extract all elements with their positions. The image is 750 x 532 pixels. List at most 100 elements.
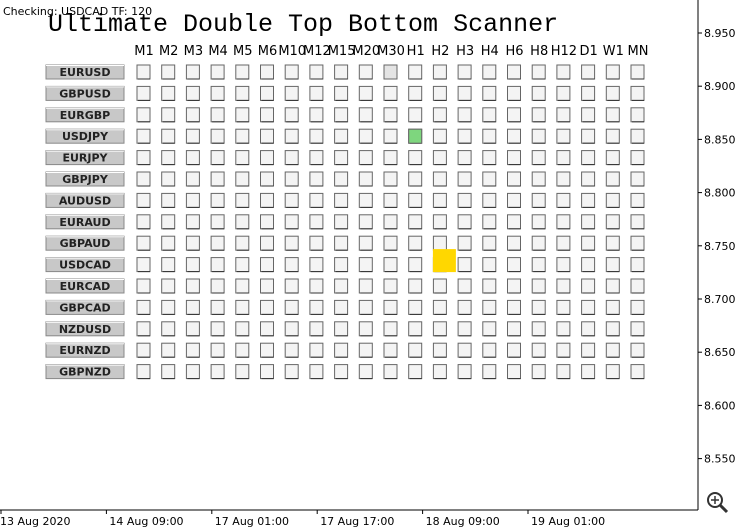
signal-cell[interactable]: [235, 192, 250, 208]
signal-cell[interactable]: [383, 85, 398, 101]
signal-cell[interactable]: [334, 214, 349, 230]
signal-cell[interactable]: [605, 235, 620, 251]
signal-cell[interactable]: [507, 257, 521, 273]
signal-cell[interactable]: [630, 321, 645, 337]
signal-cell[interactable]: [605, 64, 620, 80]
signal-cell[interactable]: [210, 299, 225, 315]
signal-cell[interactable]: [309, 214, 324, 230]
signal-cell[interactable]: [482, 150, 497, 166]
signal-cell[interactable]: [161, 214, 176, 230]
signal-cell[interactable]: [408, 171, 423, 187]
signal-cell[interactable]: [284, 278, 299, 294]
signal-cell[interactable]: [235, 364, 250, 380]
signal-cell[interactable]: [185, 342, 200, 358]
signal-cell[interactable]: [605, 128, 620, 144]
signal-cell[interactable]: [284, 214, 299, 230]
signal-cell[interactable]: [334, 128, 349, 144]
signal-cell[interactable]: [630, 364, 645, 380]
signal-cell[interactable]: [358, 257, 373, 273]
signal-cell[interactable]: [260, 235, 274, 251]
signal-cell[interactable]: [556, 85, 571, 101]
signal-cell[interactable]: [630, 150, 645, 166]
signal-cell[interactable]: [309, 364, 324, 380]
signal-highlight[interactable]: [383, 64, 398, 80]
signal-cell[interactable]: [482, 192, 497, 208]
signal-cell[interactable]: [482, 214, 497, 230]
signal-cell[interactable]: [309, 171, 324, 187]
signal-cell[interactable]: [457, 235, 472, 251]
signal-cell[interactable]: [136, 235, 151, 251]
signal-cell[interactable]: [630, 235, 645, 251]
signal-cell[interactable]: [408, 278, 423, 294]
signal-cell[interactable]: [260, 150, 274, 166]
signal-cell[interactable]: [383, 171, 398, 187]
signal-cell[interactable]: [605, 171, 620, 187]
signal-cell[interactable]: [432, 192, 447, 208]
signal-cell[interactable]: [482, 257, 497, 273]
signal-cell[interactable]: [507, 214, 521, 230]
signal-cell[interactable]: [507, 342, 521, 358]
signal-cell[interactable]: [185, 64, 200, 80]
signal-cell[interactable]: [383, 278, 398, 294]
signal-cell[interactable]: [161, 171, 176, 187]
signal-cell[interactable]: [581, 278, 596, 294]
signal-cell[interactable]: [309, 128, 324, 144]
signal-cell[interactable]: [284, 364, 299, 380]
signal-cell[interactable]: [383, 192, 398, 208]
signal-cell[interactable]: [161, 107, 176, 123]
signal-cell[interactable]: [235, 64, 250, 80]
signal-cell[interactable]: [556, 107, 571, 123]
signal-cell[interactable]: [309, 299, 324, 315]
signal-cell[interactable]: [235, 342, 250, 358]
signal-cell[interactable]: [210, 364, 225, 380]
signal-cell[interactable]: [334, 364, 349, 380]
signal-cell[interactable]: [185, 257, 200, 273]
signal-cell[interactable]: [531, 150, 546, 166]
signal-cell[interactable]: [457, 278, 472, 294]
signal-cell[interactable]: [235, 150, 250, 166]
signal-cell[interactable]: [136, 171, 151, 187]
signal-cell[interactable]: [210, 85, 225, 101]
signal-cell[interactable]: [161, 364, 176, 380]
signal-cell[interactable]: [605, 257, 620, 273]
signal-cell[interactable]: [556, 321, 571, 337]
signal-cell[interactable]: [605, 342, 620, 358]
signal-cell[interactable]: [531, 257, 546, 273]
signal-cell[interactable]: [235, 278, 250, 294]
signal-cell[interactable]: [432, 342, 447, 358]
signal-cell[interactable]: [284, 107, 299, 123]
signal-cell[interactable]: [408, 257, 423, 273]
signal-cell[interactable]: [235, 299, 250, 315]
signal-cell[interactable]: [383, 214, 398, 230]
signal-cell[interactable]: [136, 257, 151, 273]
signal-cell[interactable]: [136, 64, 151, 80]
signal-cell[interactable]: [556, 150, 571, 166]
signal-cell[interactable]: [482, 299, 497, 315]
signal-cell[interactable]: [507, 150, 521, 166]
signal-cell[interactable]: [284, 192, 299, 208]
signal-cell[interactable]: [309, 257, 324, 273]
signal-cell[interactable]: [334, 299, 349, 315]
signal-cell[interactable]: [358, 299, 373, 315]
signal-cell[interactable]: [581, 364, 596, 380]
signal-cell[interactable]: [507, 235, 521, 251]
signal-cell[interactable]: [432, 64, 447, 80]
signal-cell[interactable]: [161, 278, 176, 294]
signal-cell[interactable]: [630, 299, 645, 315]
signal-cell[interactable]: [630, 278, 645, 294]
signal-cell[interactable]: [408, 235, 423, 251]
signal-cell[interactable]: [432, 85, 447, 101]
signal-cell[interactable]: [210, 214, 225, 230]
signal-cell[interactable]: [630, 107, 645, 123]
signal-cell[interactable]: [556, 364, 571, 380]
signal-cell[interactable]: [408, 192, 423, 208]
signal-cell[interactable]: [136, 150, 151, 166]
signal-cell[interactable]: [556, 235, 571, 251]
signal-cell[interactable]: [581, 85, 596, 101]
signal-cell[interactable]: [185, 107, 200, 123]
signal-cell[interactable]: [334, 64, 349, 80]
signal-cell[interactable]: [581, 128, 596, 144]
signal-cell[interactable]: [358, 364, 373, 380]
signal-cell[interactable]: [161, 235, 176, 251]
signal-cell[interactable]: [161, 64, 176, 80]
